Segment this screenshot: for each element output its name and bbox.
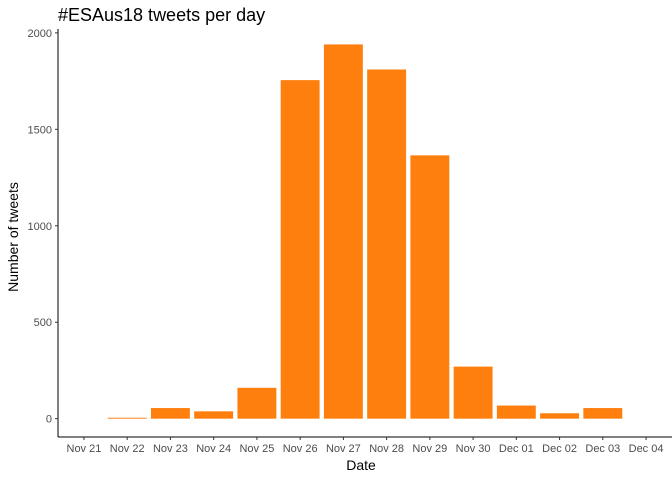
bar-nov-22 bbox=[107, 417, 147, 419]
bar-nov-29 bbox=[410, 155, 450, 419]
y-tick-label: 500 bbox=[34, 317, 52, 329]
x-tick-label: Dec 04 bbox=[629, 443, 664, 455]
bar-nov-26 bbox=[280, 80, 320, 419]
x-tick-label: Nov 27 bbox=[326, 443, 361, 455]
bars-group bbox=[107, 44, 623, 419]
x-tick-label: Dec 03 bbox=[585, 443, 620, 455]
x-tick-label: Nov 30 bbox=[456, 443, 491, 455]
bar-nov-27 bbox=[323, 44, 363, 419]
y-axis-title: Number of tweets bbox=[5, 182, 21, 292]
x-tick-label: Nov 26 bbox=[283, 443, 318, 455]
x-tick-label: Nov 25 bbox=[239, 443, 274, 455]
x-tick-label: Dec 02 bbox=[542, 443, 577, 455]
y-tick-label: 1000 bbox=[28, 221, 52, 233]
x-tick-label: Dec 01 bbox=[499, 443, 534, 455]
x-tick-label: Nov 21 bbox=[67, 443, 102, 455]
bar-dec-01 bbox=[496, 405, 536, 419]
y-tick-label: 1500 bbox=[28, 124, 52, 136]
x-axis-title: Date bbox=[346, 457, 376, 473]
x-tick-label: Nov 23 bbox=[153, 443, 188, 455]
x-axis: Nov 21 Nov 22 Nov 23 Nov 24 Nov 25 Nov 26 Nov … bbox=[58, 436, 672, 455]
chart-title: #ESAus18 tweets per day bbox=[58, 5, 265, 25]
bar-dec-02 bbox=[540, 413, 580, 419]
y-axis: 0 500 1000 1500 2000 bbox=[28, 28, 59, 437]
bar-nov-23 bbox=[150, 408, 190, 419]
x-tick-label: Nov 28 bbox=[369, 443, 404, 455]
bar-nov-25 bbox=[237, 387, 277, 419]
bar-nov-24 bbox=[194, 411, 234, 419]
y-tick-label: 0 bbox=[46, 414, 52, 426]
x-tick-label: Nov 22 bbox=[110, 443, 145, 455]
x-tick-label: Nov 29 bbox=[412, 443, 447, 455]
bar-nov-30 bbox=[453, 366, 493, 419]
y-tick-label: 2000 bbox=[28, 28, 52, 40]
bar-nov-28 bbox=[367, 69, 407, 419]
x-tick-label: Nov 24 bbox=[196, 443, 231, 455]
bar-dec-03 bbox=[583, 408, 623, 419]
